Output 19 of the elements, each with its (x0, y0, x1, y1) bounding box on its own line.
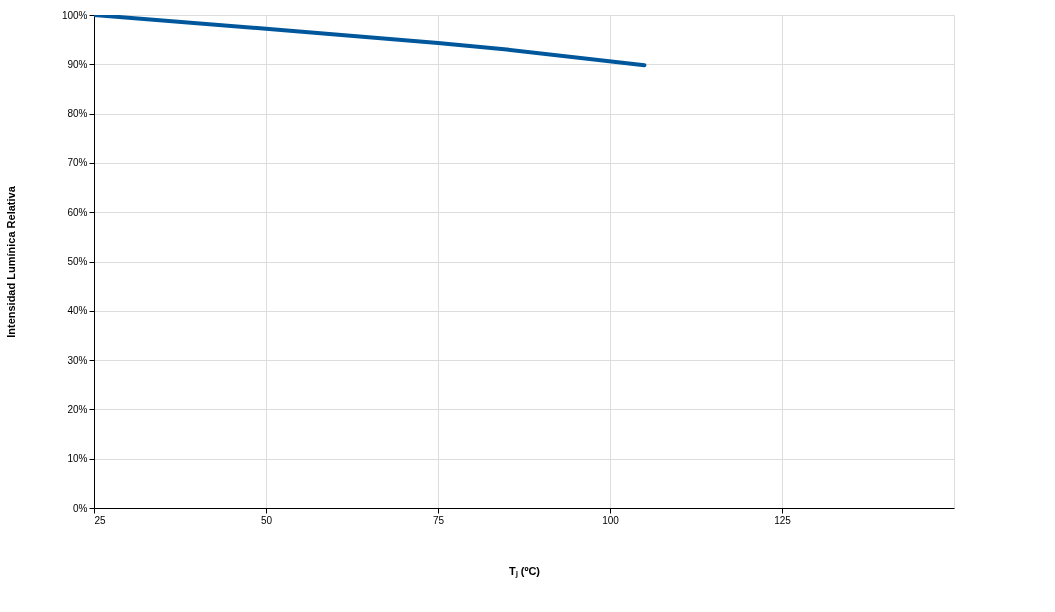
x-tick-label: 100 (602, 514, 620, 526)
y-tick-label: 100% (61, 9, 88, 21)
y-tick-label: 80% (67, 108, 88, 120)
x-tick-label: 50 (260, 514, 273, 526)
y-tick-label: 40% (67, 305, 88, 317)
y-tick-label: 0% (73, 502, 88, 514)
x-tick-label: 25 (94, 514, 107, 526)
y-tick-label: 20% (67, 403, 88, 415)
y-tick-label: 70% (67, 157, 88, 169)
y-tick-label: 30% (67, 354, 88, 366)
line-series (94, 15, 647, 68)
x-axis-title: Tⱼ (ºC) (508, 564, 541, 578)
y-tick-label: 60% (67, 206, 88, 218)
y-tick-label: 10% (67, 453, 88, 465)
y-tick-label: 90% (67, 58, 88, 70)
x-tick-label: 75 (432, 514, 445, 526)
y-tick-label: 50% (67, 256, 88, 267)
y-axis-title: Intensidad Lumínica Relativa (4, 185, 17, 338)
x-tick-label: 125 (774, 514, 792, 526)
